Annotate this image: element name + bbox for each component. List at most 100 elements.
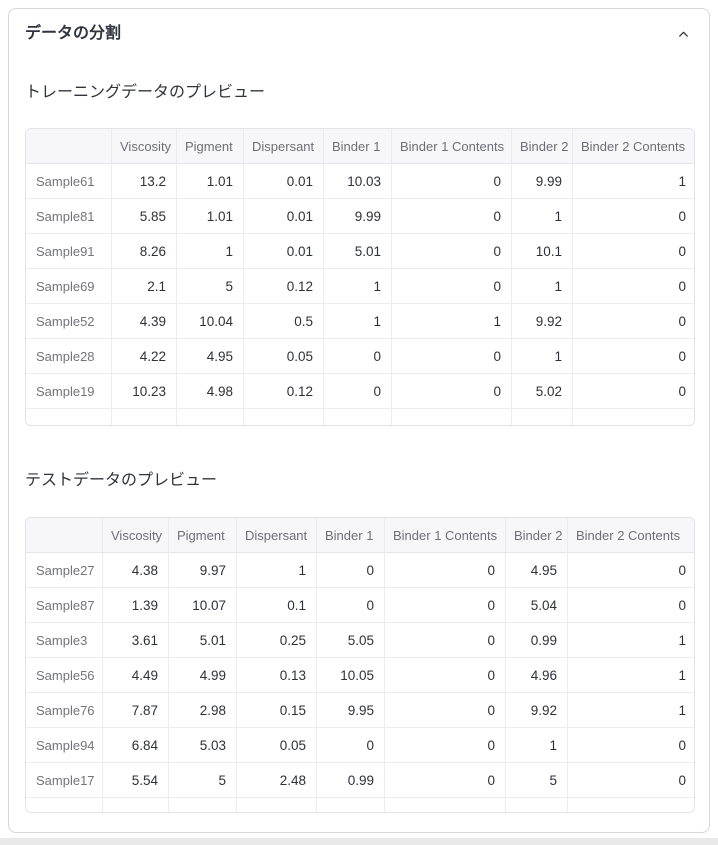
cell[interactable]: 0 [323, 339, 391, 374]
cell[interactable]: 0.01 [243, 164, 323, 199]
cell[interactable]: 4.38 [102, 553, 168, 588]
row-label[interactable]: Sample19 [26, 374, 111, 409]
cell[interactable]: 10.03 [323, 164, 391, 199]
cell[interactable]: 0 [572, 199, 694, 234]
cell[interactable]: 4.22 [111, 339, 176, 374]
cell[interactable]: 1 [567, 693, 694, 728]
cell[interactable]: 9.99 [323, 199, 391, 234]
row-label[interactable]: Sample3 [26, 623, 102, 658]
cell[interactable]: 10.05 [316, 658, 384, 693]
cell[interactable]: 4.98 [176, 374, 243, 409]
cell[interactable]: 0.1 [236, 588, 316, 623]
cell[interactable]: 0 [567, 553, 694, 588]
cell[interactable]: 4.49 [102, 658, 168, 693]
cell[interactable]: 0 [567, 763, 694, 798]
cell[interactable]: 0.12 [243, 374, 323, 409]
cell[interactable]: 0.05 [243, 339, 323, 374]
cell[interactable]: 0.15 [236, 693, 316, 728]
cell[interactable]: 0 [391, 374, 511, 409]
column-header-binder-2-contents[interactable]: Binder 2 Contents [567, 518, 694, 553]
column-header-binder-2[interactable]: Binder 2 [505, 518, 567, 553]
row-label[interactable]: Sample81 [26, 199, 111, 234]
column-header-viscosity[interactable]: Viscosity [111, 129, 176, 164]
cell[interactable]: 0.01 [243, 199, 323, 234]
cell[interactable]: 1 [567, 658, 694, 693]
row-label[interactable]: Sample17 [26, 763, 102, 798]
cell[interactable]: 1 [323, 304, 391, 339]
cell[interactable]: 4.99 [168, 658, 236, 693]
cell[interactable]: 1 [505, 728, 567, 763]
cell[interactable]: 4.39 [111, 304, 176, 339]
row-label[interactable]: Sample87 [26, 588, 102, 623]
row-label-header[interactable] [26, 129, 111, 164]
cell[interactable]: 9.97 [168, 553, 236, 588]
cell[interactable]: 10.04 [176, 304, 243, 339]
cell[interactable]: 1 [391, 304, 511, 339]
cell[interactable]: 5.02 [511, 374, 572, 409]
cell[interactable]: 10.1 [511, 234, 572, 269]
cell[interactable]: 0 [567, 728, 694, 763]
cell[interactable]: 1 [511, 199, 572, 234]
cell[interactable]: 0.25 [236, 623, 316, 658]
row-label[interactable]: Sample94 [26, 728, 102, 763]
cell[interactable]: 1 [323, 269, 391, 304]
column-header-binder-1[interactable]: Binder 1 [316, 518, 384, 553]
cell[interactable]: 0 [572, 374, 694, 409]
cell[interactable]: 5.85 [111, 199, 176, 234]
cell[interactable]: 1 [236, 553, 316, 588]
cell[interactable]: 1 [176, 234, 243, 269]
cell[interactable]: 0.99 [505, 623, 567, 658]
cell[interactable]: 4.96 [505, 658, 567, 693]
row-label-header[interactable] [26, 518, 102, 553]
cell[interactable]: 1 [572, 164, 694, 199]
column-header-dispersant[interactable]: Dispersant [243, 129, 323, 164]
cell[interactable]: 2.1 [111, 269, 176, 304]
cell[interactable]: 0.05 [236, 728, 316, 763]
cell[interactable]: 0 [391, 164, 511, 199]
row-label[interactable]: Sample61 [26, 164, 111, 199]
cell[interactable]: 1 [511, 269, 572, 304]
cell[interactable]: 5.04 [505, 588, 567, 623]
cell[interactable]: 2.98 [168, 693, 236, 728]
cell[interactable]: 0 [572, 269, 694, 304]
column-header-binder-1-contents[interactable]: Binder 1 Contents [384, 518, 505, 553]
row-label[interactable]: Sample28 [26, 339, 111, 374]
row-label[interactable]: Sample27 [26, 553, 102, 588]
cell[interactable]: 8.26 [111, 234, 176, 269]
cell[interactable]: 5.54 [102, 763, 168, 798]
cell[interactable]: 0 [391, 339, 511, 374]
cell[interactable]: 5 [505, 763, 567, 798]
cell[interactable]: 0 [384, 693, 505, 728]
cell[interactable]: 5.03 [168, 728, 236, 763]
cell[interactable]: 0 [572, 339, 694, 374]
cell[interactable]: 5 [168, 763, 236, 798]
cell[interactable]: 5.01 [323, 234, 391, 269]
cell[interactable]: 0 [384, 658, 505, 693]
training-data-table[interactable]: Viscosity Pigment Dispersant Binder 1 Binder… [25, 128, 695, 426]
cell[interactable]: 4.95 [176, 339, 243, 374]
row-label[interactable]: Sample76 [26, 693, 102, 728]
cell[interactable]: 10.07 [168, 588, 236, 623]
cell[interactable]: 4.95 [505, 553, 567, 588]
cell[interactable]: 5 [176, 269, 243, 304]
cell[interactable]: 13.2 [111, 164, 176, 199]
cell[interactable]: 1 [567, 623, 694, 658]
cell[interactable]: 0.99 [316, 763, 384, 798]
cell[interactable]: 0 [391, 234, 511, 269]
column-header-pigment[interactable]: Pigment [168, 518, 236, 553]
cell[interactable]: 0 [384, 763, 505, 798]
cell[interactable]: 0 [572, 234, 694, 269]
cell[interactable]: 0 [384, 588, 505, 623]
expander-header[interactable]: データの分割 [9, 9, 709, 46]
cell[interactable]: 7.87 [102, 693, 168, 728]
cell[interactable]: 0 [316, 588, 384, 623]
cell[interactable]: 9.99 [511, 164, 572, 199]
cell[interactable]: 0 [567, 588, 694, 623]
cell[interactable]: 6.84 [102, 728, 168, 763]
column-header-binder-2-contents[interactable]: Binder 2 Contents [572, 129, 694, 164]
row-label[interactable]: Sample56 [26, 658, 102, 693]
cell[interactable]: 0.5 [243, 304, 323, 339]
cell[interactable]: 0 [316, 553, 384, 588]
cell[interactable]: 9.92 [511, 304, 572, 339]
cell[interactable]: 0 [384, 553, 505, 588]
